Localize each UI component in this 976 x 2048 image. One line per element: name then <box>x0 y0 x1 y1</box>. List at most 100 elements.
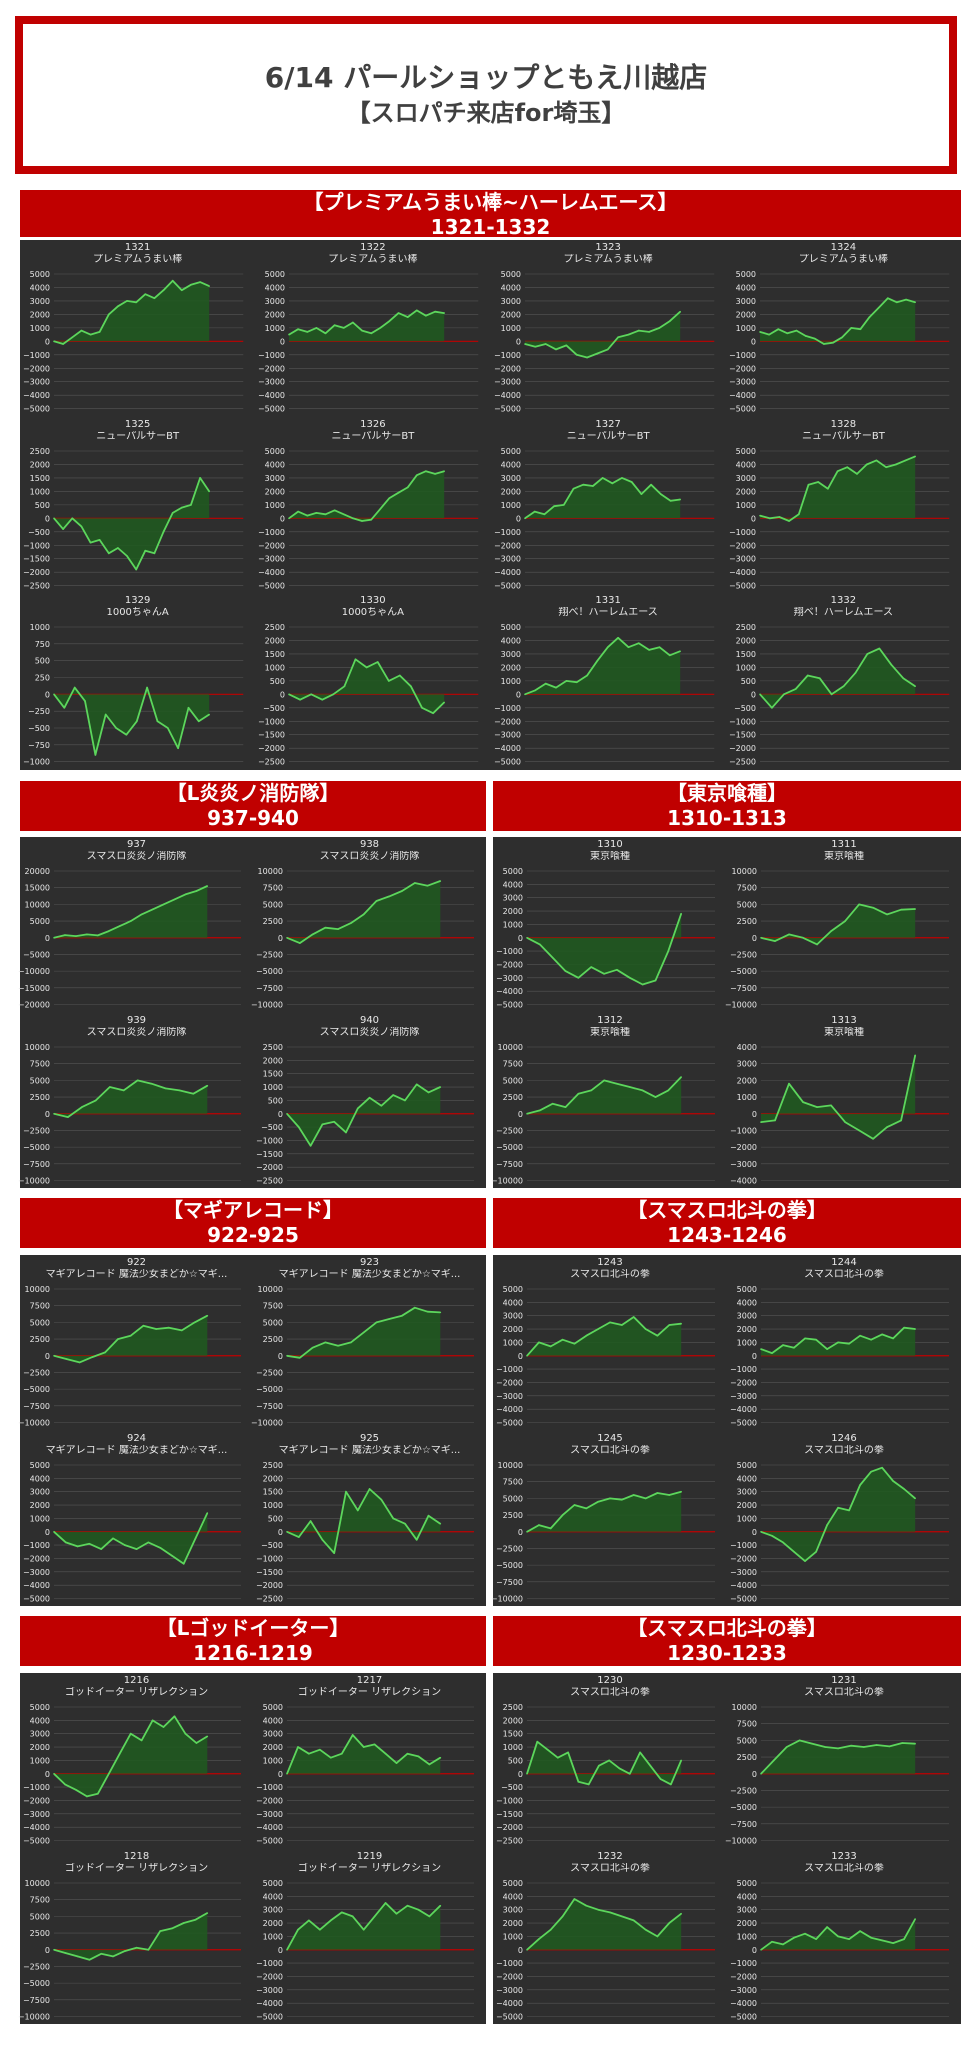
series-area <box>54 1512 208 1564</box>
y-tick-label: 5000 <box>263 1879 283 1888</box>
y-tick-label: 5000 <box>503 1879 523 1888</box>
machine-chart: 938 スマスロ炎炎ノ消防隊 10000 7500 5000 2500 0 −2500 −500… <box>251 837 486 1013</box>
data-point <box>554 687 557 689</box>
series-area <box>761 904 916 945</box>
y-tick-label: 1000 <box>30 623 50 632</box>
data-point <box>340 1752 343 1755</box>
data-point <box>286 936 288 939</box>
chart-machine-name: 翔べ！ハーレムエース <box>558 607 658 619</box>
y-tick-label: −5000 <box>729 581 756 590</box>
y-tick-label: 3000 <box>735 474 755 483</box>
series-area <box>287 1488 441 1553</box>
y-tick-label: −3000 <box>493 554 520 563</box>
chart-svg: 10000 7500 5000 2500 0 −2500 −5000 −7500 −10000 <box>491 1461 715 1603</box>
chart-number: 1330 <box>360 595 386 607</box>
y-tick-label: −3000 <box>493 731 520 740</box>
data-point <box>872 906 874 909</box>
y-tick-label: 5000 <box>503 867 523 876</box>
data-point <box>793 1346 795 1349</box>
data-point <box>609 1321 611 1324</box>
data-point <box>877 306 880 309</box>
y-tick-label: 1000 <box>503 920 523 929</box>
machine-chart: 1325 ニューパルサーBT 2500 2000 1500 1000 500 0 −500 −10… <box>20 417 255 594</box>
data-point <box>858 1129 860 1131</box>
y-tick-label: 5000 <box>263 1703 283 1712</box>
data-point <box>380 1498 383 1501</box>
data-point <box>609 1911 611 1913</box>
data-point <box>577 977 580 979</box>
y-tick-label: 1500 <box>263 1069 283 1078</box>
data-point <box>850 1744 852 1747</box>
y-tick-label: 2000 <box>500 664 520 673</box>
data-point <box>324 513 327 515</box>
y-tick-label: 500 <box>35 657 50 666</box>
y-tick-label: −2500 <box>496 1126 523 1135</box>
data-point <box>523 517 526 519</box>
y-tick-label: −2000 <box>256 1972 283 1981</box>
data-point <box>804 1337 806 1340</box>
chart-svg: 20000 15000 10000 5000 0 −5000 −10000 −15000 −20… <box>18 867 241 1010</box>
data-point <box>129 1334 132 1337</box>
data-point <box>774 1119 776 1121</box>
data-point <box>868 316 871 318</box>
chart-number: 1322 <box>360 242 386 253</box>
y-tick-label: 2500 <box>30 1335 50 1344</box>
data-point <box>309 1144 312 1147</box>
data-point <box>198 720 200 723</box>
data-point <box>206 1735 209 1738</box>
data-point <box>621 1915 623 1917</box>
y-tick-label: 10000 <box>25 1879 50 1888</box>
data-point <box>656 1334 659 1337</box>
section-title: 【東京喰種】 <box>667 781 787 805</box>
y-tick-label: 3000 <box>263 1730 283 1739</box>
y-tick-label: 5000 <box>737 900 757 909</box>
data-point <box>337 928 339 930</box>
data-point <box>654 1095 657 1098</box>
y-tick-label: −4000 <box>493 391 520 400</box>
y-tick-label: 500 <box>268 1096 283 1105</box>
data-point <box>415 1538 418 1541</box>
data-point <box>606 348 609 351</box>
data-point <box>640 492 642 495</box>
y-tick-label: 0 <box>515 337 520 346</box>
data-point <box>641 983 644 986</box>
series-area <box>761 1918 916 1950</box>
machine-chart: 922 マギアレコード 魔法少女まどか☆マギ... 10000 7500 5000 250… <box>18 1255 253 1431</box>
data-point <box>632 1316 635 1318</box>
data-point <box>826 1925 828 1928</box>
data-point <box>199 281 201 283</box>
data-point <box>903 1937 905 1940</box>
y-tick-label: 7500 <box>737 1720 757 1729</box>
data-point <box>782 1541 784 1543</box>
y-tick-label: −1000 <box>256 1554 283 1563</box>
y-tick-label: 4000 <box>737 1474 757 1483</box>
machine-chart: 1219 ゴッドイーター リザレクション 5000 4000 3000 2000 1000 0… <box>253 1849 486 2025</box>
data-point <box>585 356 588 359</box>
data-point <box>914 1742 916 1745</box>
data-point <box>439 1904 442 1906</box>
data-point <box>904 459 907 461</box>
data-point <box>848 1937 850 1940</box>
y-tick-label: −2500 <box>23 581 50 590</box>
data-point <box>117 305 119 308</box>
data-point <box>573 1342 576 1345</box>
y-tick-label: −3000 <box>256 1985 283 1994</box>
data-point <box>94 754 97 757</box>
chart-svg: 10000 7500 5000 2500 0 −2500 −5000 −7500 −10000 <box>491 1043 715 1185</box>
data-point <box>914 685 916 688</box>
y-tick-label: −5000 <box>496 1143 523 1152</box>
data-point <box>351 1734 354 1736</box>
data-point <box>426 1310 429 1313</box>
data-point <box>64 1951 67 1954</box>
data-point <box>816 1105 818 1108</box>
data-point <box>644 1328 647 1330</box>
y-tick-label: −4000 <box>730 1405 757 1414</box>
data-point <box>659 1778 662 1780</box>
data-point <box>190 283 192 286</box>
y-tick-label: 2000 <box>30 310 50 319</box>
y-tick-label: 0 <box>518 1945 523 1954</box>
data-point <box>340 1911 343 1913</box>
y-tick-label: 2000 <box>737 1325 757 1334</box>
data-point <box>837 1935 839 1937</box>
data-point <box>343 513 345 515</box>
